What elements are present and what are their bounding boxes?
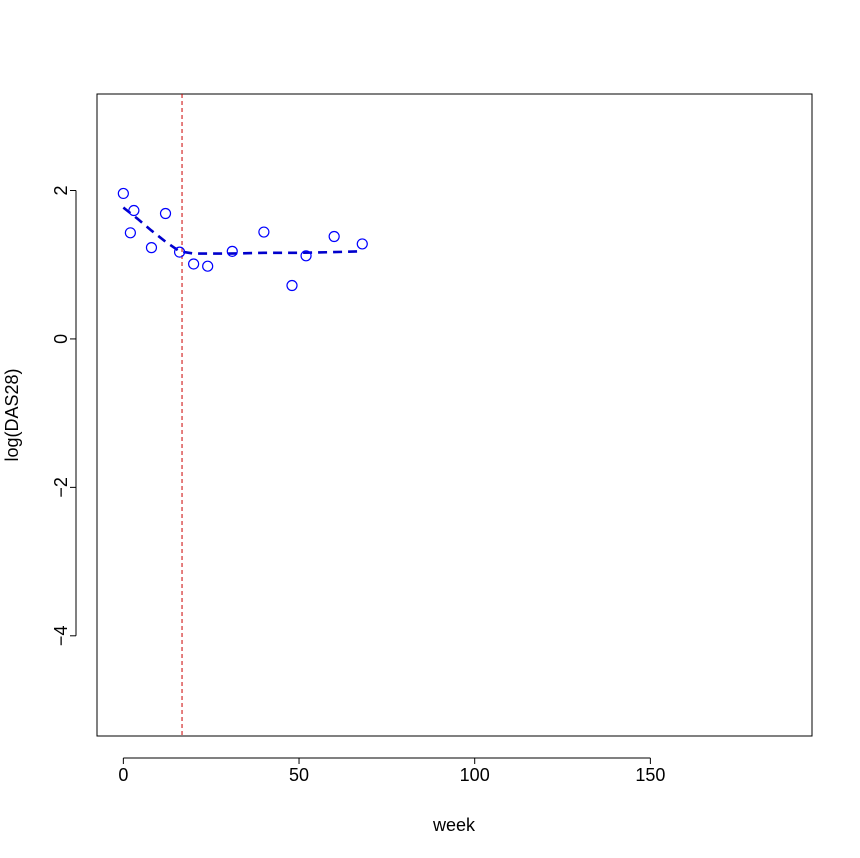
data-point	[145, 242, 158, 254]
data-point	[128, 204, 140, 217]
plot-box	[96, 93, 813, 737]
x-axis: 0 50 100 150	[118, 757, 665, 785]
data-point	[226, 245, 238, 257]
x-tick-label: 100	[460, 765, 490, 785]
data-point	[286, 279, 298, 292]
data-point	[202, 260, 214, 272]
data-point	[124, 227, 136, 239]
data-point	[300, 250, 312, 262]
x-tick-label: 50	[289, 765, 309, 785]
y-tick-label: −4	[51, 626, 71, 647]
data-point	[117, 187, 129, 200]
data-point	[356, 238, 368, 250]
y-axis-title: log(DAS28)	[2, 368, 22, 461]
data-point	[188, 258, 200, 270]
data-point	[258, 226, 270, 238]
fitted-line	[122, 206, 363, 255]
y-tick-label: −2	[51, 477, 71, 498]
plot-frame	[96, 93, 813, 737]
x-axis-title: week	[432, 815, 476, 835]
y-axis: 2 0 −2 −4	[51, 185, 77, 647]
x-tick-label: 150	[635, 765, 665, 785]
y-tick-label: 0	[51, 334, 71, 344]
data-point	[328, 230, 340, 243]
x-tick-label: 0	[118, 765, 128, 785]
y-tick-label: 2	[51, 185, 71, 195]
data-point	[159, 207, 172, 220]
data-point	[173, 246, 186, 258]
series-layer	[117, 187, 368, 292]
